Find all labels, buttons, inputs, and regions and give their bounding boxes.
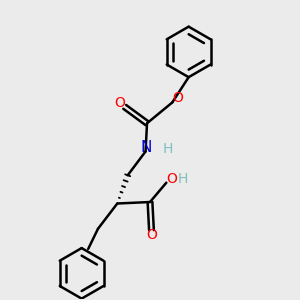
Text: O: O: [172, 91, 183, 105]
Text: O: O: [166, 172, 177, 186]
Text: O: O: [114, 96, 125, 110]
Text: H: H: [163, 142, 173, 155]
Text: N: N: [140, 140, 152, 155]
Text: H: H: [178, 172, 188, 186]
Text: O: O: [147, 228, 158, 242]
